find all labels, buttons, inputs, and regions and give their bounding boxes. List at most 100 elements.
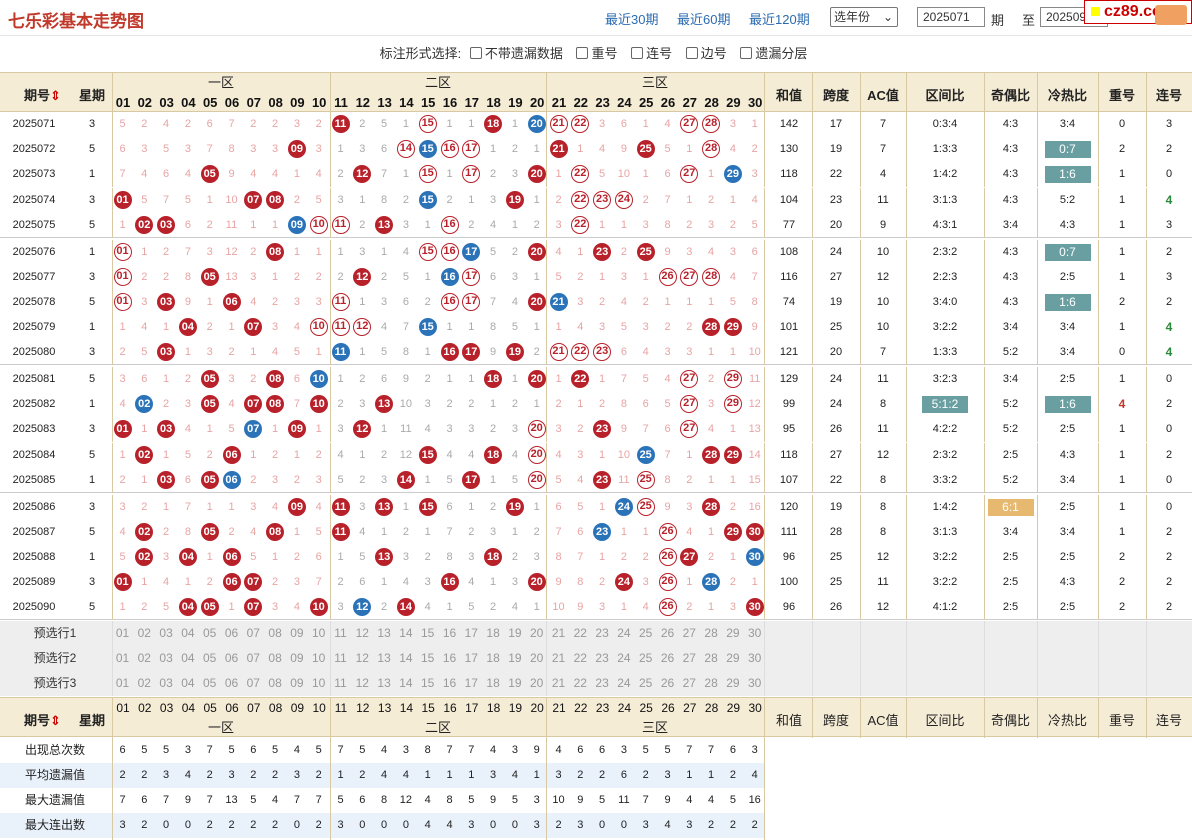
preselect-number[interactable]: 09 bbox=[290, 676, 304, 690]
preselect-number[interactable]: 04 bbox=[181, 651, 195, 665]
preselect-number[interactable]: 25 bbox=[639, 676, 653, 690]
preselect-number[interactable]: 30 bbox=[748, 651, 762, 665]
preselect-number[interactable]: 22 bbox=[573, 626, 587, 640]
preselect-number[interactable]: 10 bbox=[312, 676, 326, 690]
checkbox-icon[interactable] bbox=[469, 47, 482, 59]
preselect-number[interactable]: 05 bbox=[203, 626, 217, 640]
checkbox-icon[interactable] bbox=[740, 47, 753, 59]
preselect-number[interactable]: 11 bbox=[334, 626, 347, 640]
preselect-number[interactable]: 01 bbox=[115, 676, 130, 690]
preselect-number[interactable]: 13 bbox=[377, 676, 391, 690]
preselect-number[interactable]: 26 bbox=[660, 651, 675, 665]
preselect-number[interactable]: 20 bbox=[530, 676, 544, 690]
option-edge[interactable]: 边号 bbox=[685, 46, 727, 61]
preselect-number[interactable]: 02 bbox=[137, 651, 151, 665]
preselect-number[interactable]: 06 bbox=[224, 676, 239, 690]
preselect-number[interactable]: 03 bbox=[159, 676, 173, 690]
preselect-number[interactable]: 11 bbox=[334, 676, 347, 690]
preselect-number[interactable]: 08 bbox=[268, 651, 282, 665]
from-period-input[interactable]: 2025071 bbox=[917, 7, 985, 27]
query-button[interactable] bbox=[1155, 5, 1187, 25]
year-select[interactable]: 选年份 ⌄ bbox=[830, 7, 898, 27]
preselect-number[interactable]: 19 bbox=[508, 651, 522, 665]
preselect-number[interactable]: 16 bbox=[442, 651, 457, 665]
preselect-number[interactable]: 17 bbox=[464, 651, 478, 665]
preselect-number[interactable]: 19 bbox=[508, 626, 522, 640]
col-period[interactable]: 期号⇕ bbox=[24, 88, 61, 103]
preselect-number[interactable]: 17 bbox=[464, 676, 478, 690]
preselect-number[interactable]: 18 bbox=[486, 676, 500, 690]
link-recent-120[interactable]: 最近120期 bbox=[749, 12, 810, 27]
preselect-number[interactable]: 07 bbox=[246, 651, 260, 665]
preselect-number[interactable]: 21 bbox=[551, 626, 566, 640]
preselect-number[interactable]: 03 bbox=[159, 651, 173, 665]
preselect-number[interactable]: 28 bbox=[704, 626, 718, 640]
option-layer[interactable]: 遗漏分层 bbox=[740, 46, 807, 61]
preselect-number[interactable]: 08 bbox=[268, 626, 282, 640]
preselect-number[interactable]: 15 bbox=[421, 626, 435, 640]
preselect-number[interactable]: 06 bbox=[224, 626, 239, 640]
preselect-number[interactable]: 15 bbox=[421, 651, 435, 665]
preselect-number[interactable]: 30 bbox=[748, 676, 762, 690]
preselect-number[interactable]: 14 bbox=[399, 676, 413, 690]
preselect-number[interactable]: 28 bbox=[704, 676, 718, 690]
preselect-number[interactable]: 18 bbox=[486, 626, 500, 640]
preselect-number[interactable]: 02 bbox=[137, 626, 151, 640]
preselect-number[interactable]: 01 bbox=[115, 651, 130, 665]
preselect-number[interactable]: 26 bbox=[660, 676, 675, 690]
preselect-number[interactable]: 12 bbox=[355, 676, 369, 690]
preselect-number[interactable]: 29 bbox=[726, 651, 740, 665]
preselect-number[interactable]: 23 bbox=[595, 626, 609, 640]
preselect-number[interactable]: 04 bbox=[181, 626, 195, 640]
preselect-number[interactable]: 05 bbox=[203, 651, 217, 665]
preselect-number[interactable]: 12 bbox=[355, 651, 369, 665]
preselect-number[interactable]: 28 bbox=[704, 651, 718, 665]
preselect-number[interactable]: 15 bbox=[421, 676, 435, 690]
option-repeat[interactable]: 重号 bbox=[576, 46, 617, 61]
preselect-number[interactable]: 13 bbox=[377, 626, 391, 640]
preselect-number[interactable]: 18 bbox=[486, 651, 500, 665]
preselect-number[interactable]: 29 bbox=[726, 626, 740, 640]
preselect-number[interactable]: 12 bbox=[355, 626, 369, 640]
site-badge[interactable]: cz89.com bbox=[1084, 0, 1192, 25]
option-consecutive[interactable]: 连号 bbox=[631, 46, 672, 61]
preselect-number[interactable]: 09 bbox=[290, 651, 304, 665]
preselect-number[interactable]: 29 bbox=[726, 676, 740, 690]
preselect-number[interactable]: 27 bbox=[682, 626, 696, 640]
preselect-number[interactable]: 06 bbox=[224, 651, 239, 665]
preselect-number[interactable]: 23 bbox=[595, 651, 609, 665]
preselect-number[interactable]: 24 bbox=[617, 651, 631, 665]
preselect-number[interactable]: 05 bbox=[203, 676, 217, 690]
preselect-number[interactable]: 16 bbox=[442, 676, 457, 690]
checkbox-icon[interactable] bbox=[631, 47, 644, 59]
preselect-number[interactable]: 20 bbox=[530, 651, 544, 665]
preselect-number[interactable]: 08 bbox=[268, 676, 282, 690]
preselect-number[interactable]: 17 bbox=[464, 626, 478, 640]
link-recent-60[interactable]: 最近60期 bbox=[677, 12, 731, 27]
checkbox-icon[interactable] bbox=[685, 47, 698, 59]
preselect-number[interactable]: 25 bbox=[639, 651, 653, 665]
checkbox-icon[interactable] bbox=[576, 47, 589, 59]
preselect-number[interactable]: 11 bbox=[334, 651, 347, 665]
preselect-number[interactable]: 10 bbox=[312, 626, 326, 640]
preselect-number[interactable]: 30 bbox=[748, 626, 762, 640]
preselect-number[interactable]: 14 bbox=[399, 626, 413, 640]
preselect-number[interactable]: 27 bbox=[682, 676, 696, 690]
preselect-number[interactable]: 10 bbox=[312, 651, 326, 665]
preselect-number[interactable]: 04 bbox=[181, 676, 195, 690]
preselect-number[interactable]: 22 bbox=[573, 651, 587, 665]
preselect-number[interactable]: 23 bbox=[595, 676, 609, 690]
footer-col-period[interactable]: 期号⇕ bbox=[24, 713, 61, 728]
preselect-number[interactable]: 02 bbox=[137, 676, 151, 690]
preselect-number[interactable]: 25 bbox=[639, 626, 653, 640]
preselect-number[interactable]: 14 bbox=[399, 651, 413, 665]
preselect-number[interactable]: 27 bbox=[682, 651, 696, 665]
preselect-number[interactable]: 20 bbox=[530, 626, 544, 640]
preselect-number[interactable]: 13 bbox=[377, 651, 391, 665]
preselect-number[interactable]: 24 bbox=[617, 676, 631, 690]
preselect-number[interactable]: 24 bbox=[617, 626, 631, 640]
preselect-number[interactable]: 26 bbox=[660, 626, 675, 640]
preselect-number[interactable]: 19 bbox=[508, 676, 522, 690]
option-no-missing[interactable]: 不带遗漏数据 bbox=[469, 46, 563, 61]
preselect-number[interactable]: 21 bbox=[551, 676, 566, 690]
